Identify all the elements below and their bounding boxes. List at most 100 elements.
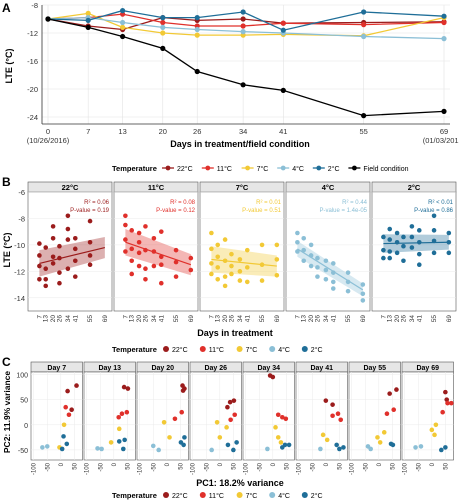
r-squared-label: R² = 0.44 [342,200,368,206]
data-point [368,446,373,452]
data-point [265,446,270,452]
data-point [225,404,230,410]
facet-title: Day 26 [204,365,227,372]
x-tick-label: 7 [294,315,301,319]
legend-label: 22°C [172,346,188,354]
legend-label: 4°C [278,346,290,354]
data-point [158,254,164,260]
data-point [387,391,392,396]
data-point [150,443,156,449]
data-point [301,247,307,253]
data-point [323,258,329,264]
data-point [446,230,452,236]
r-squared-label: R² = 0.01 [256,200,282,206]
data-point-4 [361,33,367,40]
data-point-7 [85,10,91,16]
legend-label: 11°C [209,492,224,500]
data-point-11 [441,19,447,26]
legend-key-marker [269,346,276,352]
regression-line [125,241,192,266]
data-point [360,298,366,303]
x-tick-label: 26 [142,315,149,323]
y-tick-label: -12 [27,29,38,38]
data-point [259,278,265,283]
data-point [377,440,383,445]
facet-panel [83,371,136,461]
legend-label: 7°C [257,165,269,173]
data-point [209,261,214,266]
x-tick-label: 0 [377,462,383,466]
data-point [318,446,323,452]
data-point [72,246,78,252]
data-point [61,422,67,428]
data-point [43,266,49,271]
data-point [275,435,281,440]
facet-panel [199,191,285,312]
data-point [443,445,448,450]
legend-label: 11°C [209,346,224,354]
data-point [416,239,422,245]
data-point [443,389,448,395]
data-point [65,213,71,219]
data-point [315,265,320,270]
data-point [50,254,56,260]
data-point-11 [240,23,246,29]
data-point [274,273,280,278]
data-point [381,234,386,240]
facet-panel [30,371,83,461]
x-tick-label: 13 [387,315,394,323]
x-tick-label: -50 [363,462,369,471]
data-point-2 [194,15,200,21]
y-tick-label: 100 [16,373,28,380]
data-point-field [160,45,166,52]
x-tick-label: 50 [178,462,184,469]
data-point [259,242,265,248]
panel-label: C [2,355,11,369]
data-point [65,226,71,232]
data-point [446,239,452,245]
data-point [57,255,62,261]
data-point [360,282,366,287]
data-point [125,386,131,391]
data-point [229,263,234,269]
data-point [123,237,128,242]
data-point [413,445,418,450]
data-point [244,247,250,253]
data-point [229,251,234,257]
data-point [282,442,288,448]
data-point [108,440,114,445]
data-point [323,267,329,273]
data-point [409,245,415,250]
legend-key-marker [236,492,243,498]
legend-title: Temperature [112,345,157,354]
data-point-4 [441,36,447,42]
data-point [237,278,243,283]
data-point [431,228,437,233]
x-tick-label: 55 [173,315,180,323]
data-point [394,250,400,256]
legend-label: 22°C [172,492,188,500]
x-tick-date: (10/26/2016) [27,136,70,145]
x-tick-label: 69 [360,315,367,323]
data-point [330,270,336,275]
x-tick-label: 41 [416,315,423,323]
p-value-label: P-value = 0.86 [414,208,454,214]
x-tick-label: 7 [36,315,43,319]
x-tick-label: -50 [45,462,51,471]
data-point [57,270,62,275]
data-point [280,414,285,420]
x-tick-label: 69 [440,127,448,136]
data-point [50,261,56,266]
data-point [301,235,307,241]
data-point [180,388,186,393]
data-point [315,255,320,261]
data-point [286,442,292,448]
regression-line [297,248,364,291]
regression-line [211,258,277,267]
legend-key-marker [236,346,243,352]
data-point [416,251,422,257]
data-point [158,280,164,286]
x-tick-label: 34 [323,315,330,323]
data-point [222,258,228,264]
x-tick-label: 20 [136,315,143,323]
